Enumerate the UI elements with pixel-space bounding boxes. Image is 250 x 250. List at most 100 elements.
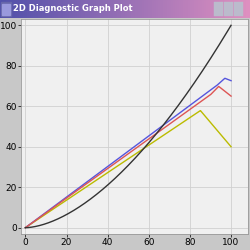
Bar [117, 0, 119, 18]
Bar [214, 2, 222, 16]
Bar [104, 0, 106, 18]
Bar [58, 0, 60, 18]
Bar [202, 0, 204, 18]
Bar [224, 2, 232, 16]
Bar [133, 0, 136, 18]
Bar [162, 0, 164, 18]
Bar [221, 0, 223, 18]
Bar [81, 0, 83, 18]
Bar [44, 0, 46, 18]
Bar [156, 0, 158, 18]
Bar [129, 0, 131, 18]
Bar [142, 0, 144, 18]
Bar [60, 0, 62, 18]
Bar [64, 0, 67, 18]
Bar [50, 0, 52, 18]
Bar [225, 0, 227, 18]
Bar [83, 0, 86, 18]
Bar [77, 0, 79, 18]
Bar [234, 2, 242, 16]
Bar [196, 0, 198, 18]
Bar [183, 0, 186, 18]
Bar [173, 0, 175, 18]
Bar [36, 0, 38, 18]
Bar [167, 0, 169, 18]
Bar [2, 4, 10, 15]
Bar [214, 0, 217, 18]
Bar [46, 0, 48, 18]
Bar [206, 0, 208, 18]
Bar [54, 0, 56, 18]
Bar [219, 0, 221, 18]
Bar [62, 0, 64, 18]
Bar [17, 0, 19, 18]
Bar [160, 0, 162, 18]
Bar [114, 0, 117, 18]
Bar [198, 0, 200, 18]
Bar [56, 0, 58, 18]
Bar [244, 0, 246, 18]
Bar [144, 0, 146, 18]
Bar [67, 0, 69, 18]
Bar [21, 0, 23, 18]
Bar [94, 0, 96, 18]
Bar [98, 0, 100, 18]
Bar [4, 0, 6, 18]
Bar [42, 0, 44, 18]
Bar [177, 0, 179, 18]
Bar [146, 0, 148, 18]
Bar [25, 0, 27, 18]
Bar [23, 0, 25, 18]
Bar [227, 0, 229, 18]
Bar [194, 0, 196, 18]
Bar [112, 0, 114, 18]
Bar [242, 0, 244, 18]
Bar [73, 0, 75, 18]
Bar [210, 0, 212, 18]
Bar [192, 0, 194, 18]
Bar [208, 0, 210, 18]
Bar [148, 0, 150, 18]
Bar [108, 0, 110, 18]
Bar [217, 0, 219, 18]
Bar [186, 0, 188, 18]
Bar [119, 0, 121, 18]
Bar [110, 0, 112, 18]
Bar [136, 0, 138, 18]
Bar [169, 0, 171, 18]
Bar [79, 0, 81, 18]
Bar [181, 0, 183, 18]
Bar [88, 0, 90, 18]
Bar [179, 0, 181, 18]
Bar [240, 0, 242, 18]
Bar [100, 0, 102, 18]
Bar [188, 0, 190, 18]
Bar [127, 0, 129, 18]
Bar [29, 0, 31, 18]
Bar [8, 0, 10, 18]
Bar [71, 0, 73, 18]
Bar [19, 0, 21, 18]
Bar [38, 0, 40, 18]
Bar [106, 0, 108, 18]
Bar [31, 0, 33, 18]
Bar [2, 0, 4, 18]
Bar [236, 0, 238, 18]
Bar [125, 0, 127, 18]
Bar [12, 0, 14, 18]
Bar [140, 0, 142, 18]
Bar [102, 0, 104, 18]
Bar [33, 0, 35, 18]
Text: 2D Diagnostic Graph Plot: 2D Diagnostic Graph Plot [13, 4, 132, 13]
Bar [48, 0, 50, 18]
Bar [204, 0, 206, 18]
Bar [123, 0, 125, 18]
Bar [246, 0, 248, 18]
Bar [27, 0, 29, 18]
Bar [158, 0, 160, 18]
Bar [69, 0, 71, 18]
Bar [175, 0, 177, 18]
Bar [190, 0, 192, 18]
Bar [212, 0, 214, 18]
Bar [96, 0, 98, 18]
